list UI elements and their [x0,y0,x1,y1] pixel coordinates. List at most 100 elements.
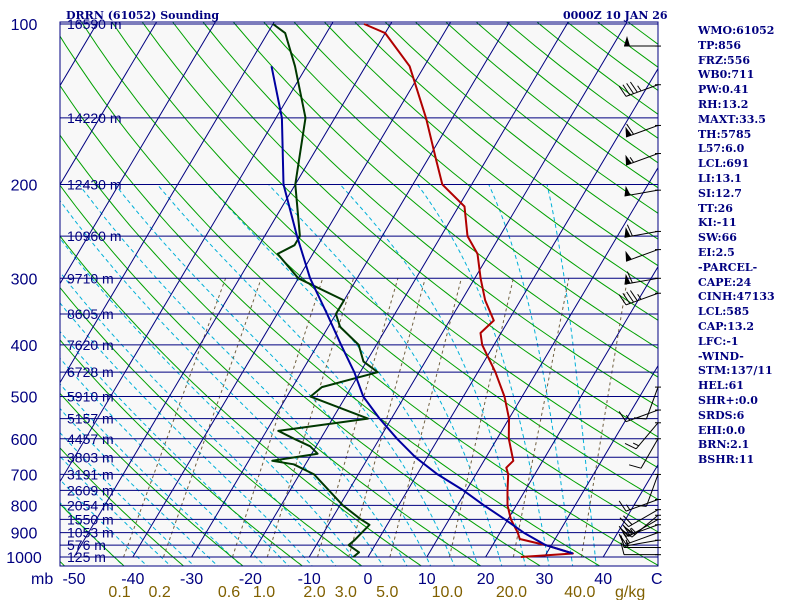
plot-border [59,21,659,567]
height-label: 12430 m [67,176,121,192]
moist-adiabat [488,184,574,566]
height-label: 5157 m [67,411,114,427]
height-label: 125 m [67,549,106,565]
height-label: 6728 m [67,364,114,380]
height-label: 7620 m [67,337,114,353]
dry-adiabat [293,22,658,321]
index-line: LI:13.1 [698,171,742,185]
pressure-tick-label: 100 [11,17,38,34]
wind-barbs [618,36,661,556]
moist-adiabat [78,184,408,566]
index-line: TP:856 [698,38,742,52]
dry-adiabat [60,84,601,566]
dry-adiabat [354,22,658,267]
dry-adiabat [80,22,658,533]
mixing-ratio-tick-label: 0.2 [149,584,171,600]
height-label: 8605 m [67,306,114,322]
isotherm [60,22,216,285]
temperature-tick-label: -20 [239,571,262,588]
wind-barb [618,524,661,537]
height-label: 9710 m [67,270,114,286]
mixing-ratio-unit: g/kg [615,584,645,600]
index-line: FRZ:556 [698,53,751,67]
dry-adiabat [60,503,125,566]
wind-barb [618,290,661,306]
index-line: CINH:47133 [698,290,775,304]
pressure-tick-label: 300 [11,271,38,288]
moist-adiabat [60,237,361,566]
temperature-tick-label: 0 [364,571,373,588]
wind-barb [624,185,661,197]
height-label: 16590 m [67,16,121,32]
mixing-ratio-line [512,278,570,558]
dry-adiabat [60,339,304,566]
height-label: 10960 m [67,228,121,244]
pressure-axis-unit: mb [31,571,53,588]
index-line: SHR+:0.0 [698,393,758,407]
moist-adiabat [60,330,290,566]
isotherm [543,364,658,558]
isotherm [60,22,99,87]
sounding-datetime: 0000Z 10 JAN 26 [563,9,668,22]
pressure-tick-label: 500 [11,390,38,407]
mixing-ratio-line [580,278,628,558]
mixing-ratio-line [266,278,355,558]
dry-adiabat [60,134,542,566]
index-line: WMO:61052 [698,24,775,37]
index-line: HEL:61 [698,379,744,393]
dry-adiabat [60,286,363,566]
temperature-axis-unit: C [651,571,663,588]
parcel-profile [270,66,574,555]
wind-barb [618,409,661,423]
index-line: LCL:585 [698,305,750,319]
mixing-ratio-tick-label: 0.6 [218,584,240,600]
height-label: 14220 m [67,110,121,126]
mixing-ratio-tick-label: 20.0 [496,584,527,600]
dry-adiabat [202,22,658,408]
mixing-ratio-line [232,278,324,558]
wind-barb [618,81,661,97]
height-label: 2609 m [67,482,114,498]
isotherm [191,22,510,558]
temperature-tick-label: 10 [418,571,436,588]
pressure-tick-label: 800 [11,498,38,515]
height-label: 4457 m [67,431,114,447]
mixing-ratio-tick-labels: 0.1 0.2 0.6 1.0 2.0 3.0 5.0 10.0 20.0 40.0 [108,584,595,600]
wind-barb [625,123,661,138]
moist-adiabat [207,184,479,566]
pressure-tick-label: 400 [11,338,38,355]
temperature-tick-label: 20 [477,571,495,588]
isotherm [249,22,569,558]
index-line: EI:2.5 [698,245,735,259]
mixing-ratio-tick-label: 40.0 [564,584,595,600]
station-title: DRRN (61052) Sounding [66,9,220,22]
isotherm [485,265,658,558]
index-line: SI:12.7 [698,186,742,200]
index-line: KI:-11 [698,216,737,230]
isotherms [60,22,658,558]
pressure-tick-label: 700 [11,467,38,484]
moist-adiabat [60,431,195,566]
profile-lines [270,23,574,558]
mixing-ratio-tick-label: 3.0 [335,584,357,600]
index-line: STM:137/11 [698,364,773,378]
wind-barb [624,224,661,238]
wind-barb [625,249,661,262]
mixing-ratio-line [123,278,227,558]
height-label: 1550 m [67,511,114,527]
moist-adiabat [60,302,313,566]
temperature-tick-label: 30 [536,571,554,588]
moist-adiabat [339,184,526,566]
wind-barb [620,535,661,549]
index-line: CAPE:24 [698,275,752,289]
plot-background [60,22,658,566]
dry-adiabat [111,22,658,501]
index-line: TH:5785 [698,127,752,141]
pressure-tick-label: 200 [11,177,38,194]
isotherm [60,22,275,384]
temperature-tick-label: 40 [594,571,612,588]
isotherm [73,22,393,558]
temperature-tick-label: -10 [298,571,321,588]
wind-barb [620,542,661,556]
mixing-ratio-line [317,278,399,558]
